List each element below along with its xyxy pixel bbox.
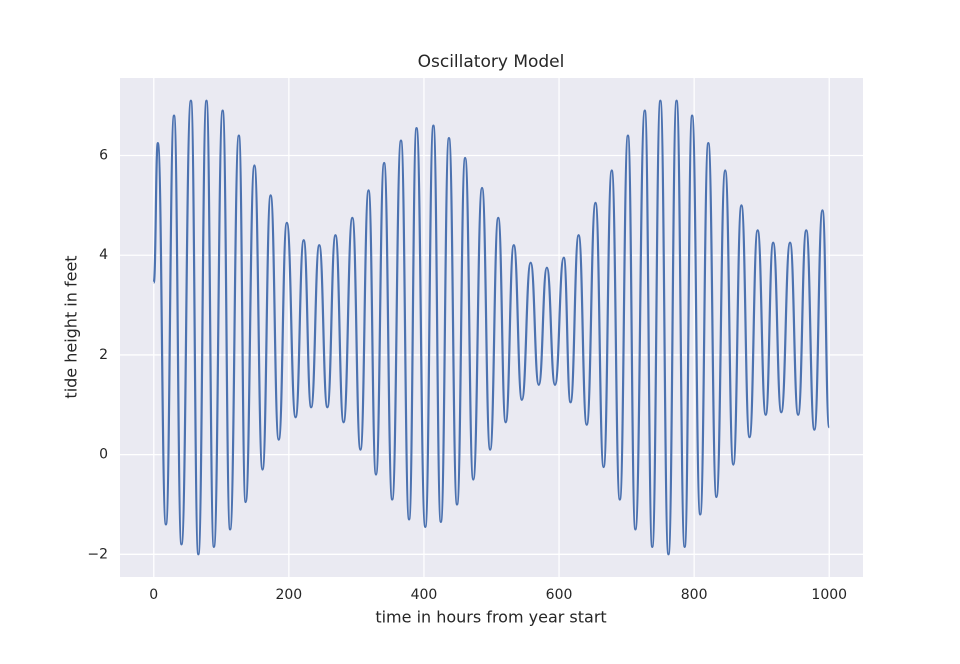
x-tick-label: 200 [275,587,302,603]
x-tick-label: 400 [411,587,438,603]
x-axis-label: time in hours from year start [375,608,606,627]
x-tick-label: 800 [681,587,708,603]
plot-background [120,78,863,577]
y-tick-label: 4 [99,247,108,263]
chart-title: Oscillatory Model [418,52,565,72]
x-tick-label: 0 [149,587,158,603]
y-tick-label: 2 [99,347,108,363]
x-tick-label: 600 [546,587,573,603]
y-tick-label: 6 [99,148,108,164]
y-tick-label: −2 [87,546,108,562]
data-line [152,99,831,556]
y-axis-label: tide height in feet [62,255,81,398]
x-tick-label: 1000 [811,587,847,603]
y-tick-label: 0 [99,447,108,463]
